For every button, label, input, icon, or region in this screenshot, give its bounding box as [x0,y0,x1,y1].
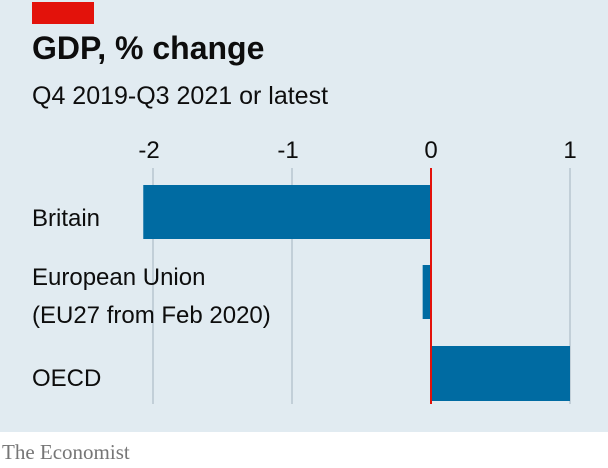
bar-chart: Britain European Union (EU27 from Feb 2020… [32,137,577,404]
chart-title: GDP, % change [32,30,265,66]
x-tick-label: 1 [563,137,576,164]
bar [143,185,431,239]
chart-subtitle: Q4 2019-Q3 2021 or latest [32,82,329,110]
bar [422,265,431,319]
brand-tag [32,2,94,24]
x-tick-label: -1 [277,137,298,164]
bar [431,346,570,401]
category-label: Britain [32,205,100,232]
x-tick-label: 0 [424,137,437,164]
category-labels: Britain European Union (EU27 from Feb 2020… [32,205,271,392]
bars [143,185,570,401]
category-label: OECD [32,365,101,392]
x-tick-label: -2 [138,137,159,164]
source-label: The Economist [2,440,130,464]
tick-labels: -2 -1 0 1 [138,137,576,164]
category-label: (EU27 from Feb 2020) [32,302,271,329]
category-label: European Union [32,264,205,291]
